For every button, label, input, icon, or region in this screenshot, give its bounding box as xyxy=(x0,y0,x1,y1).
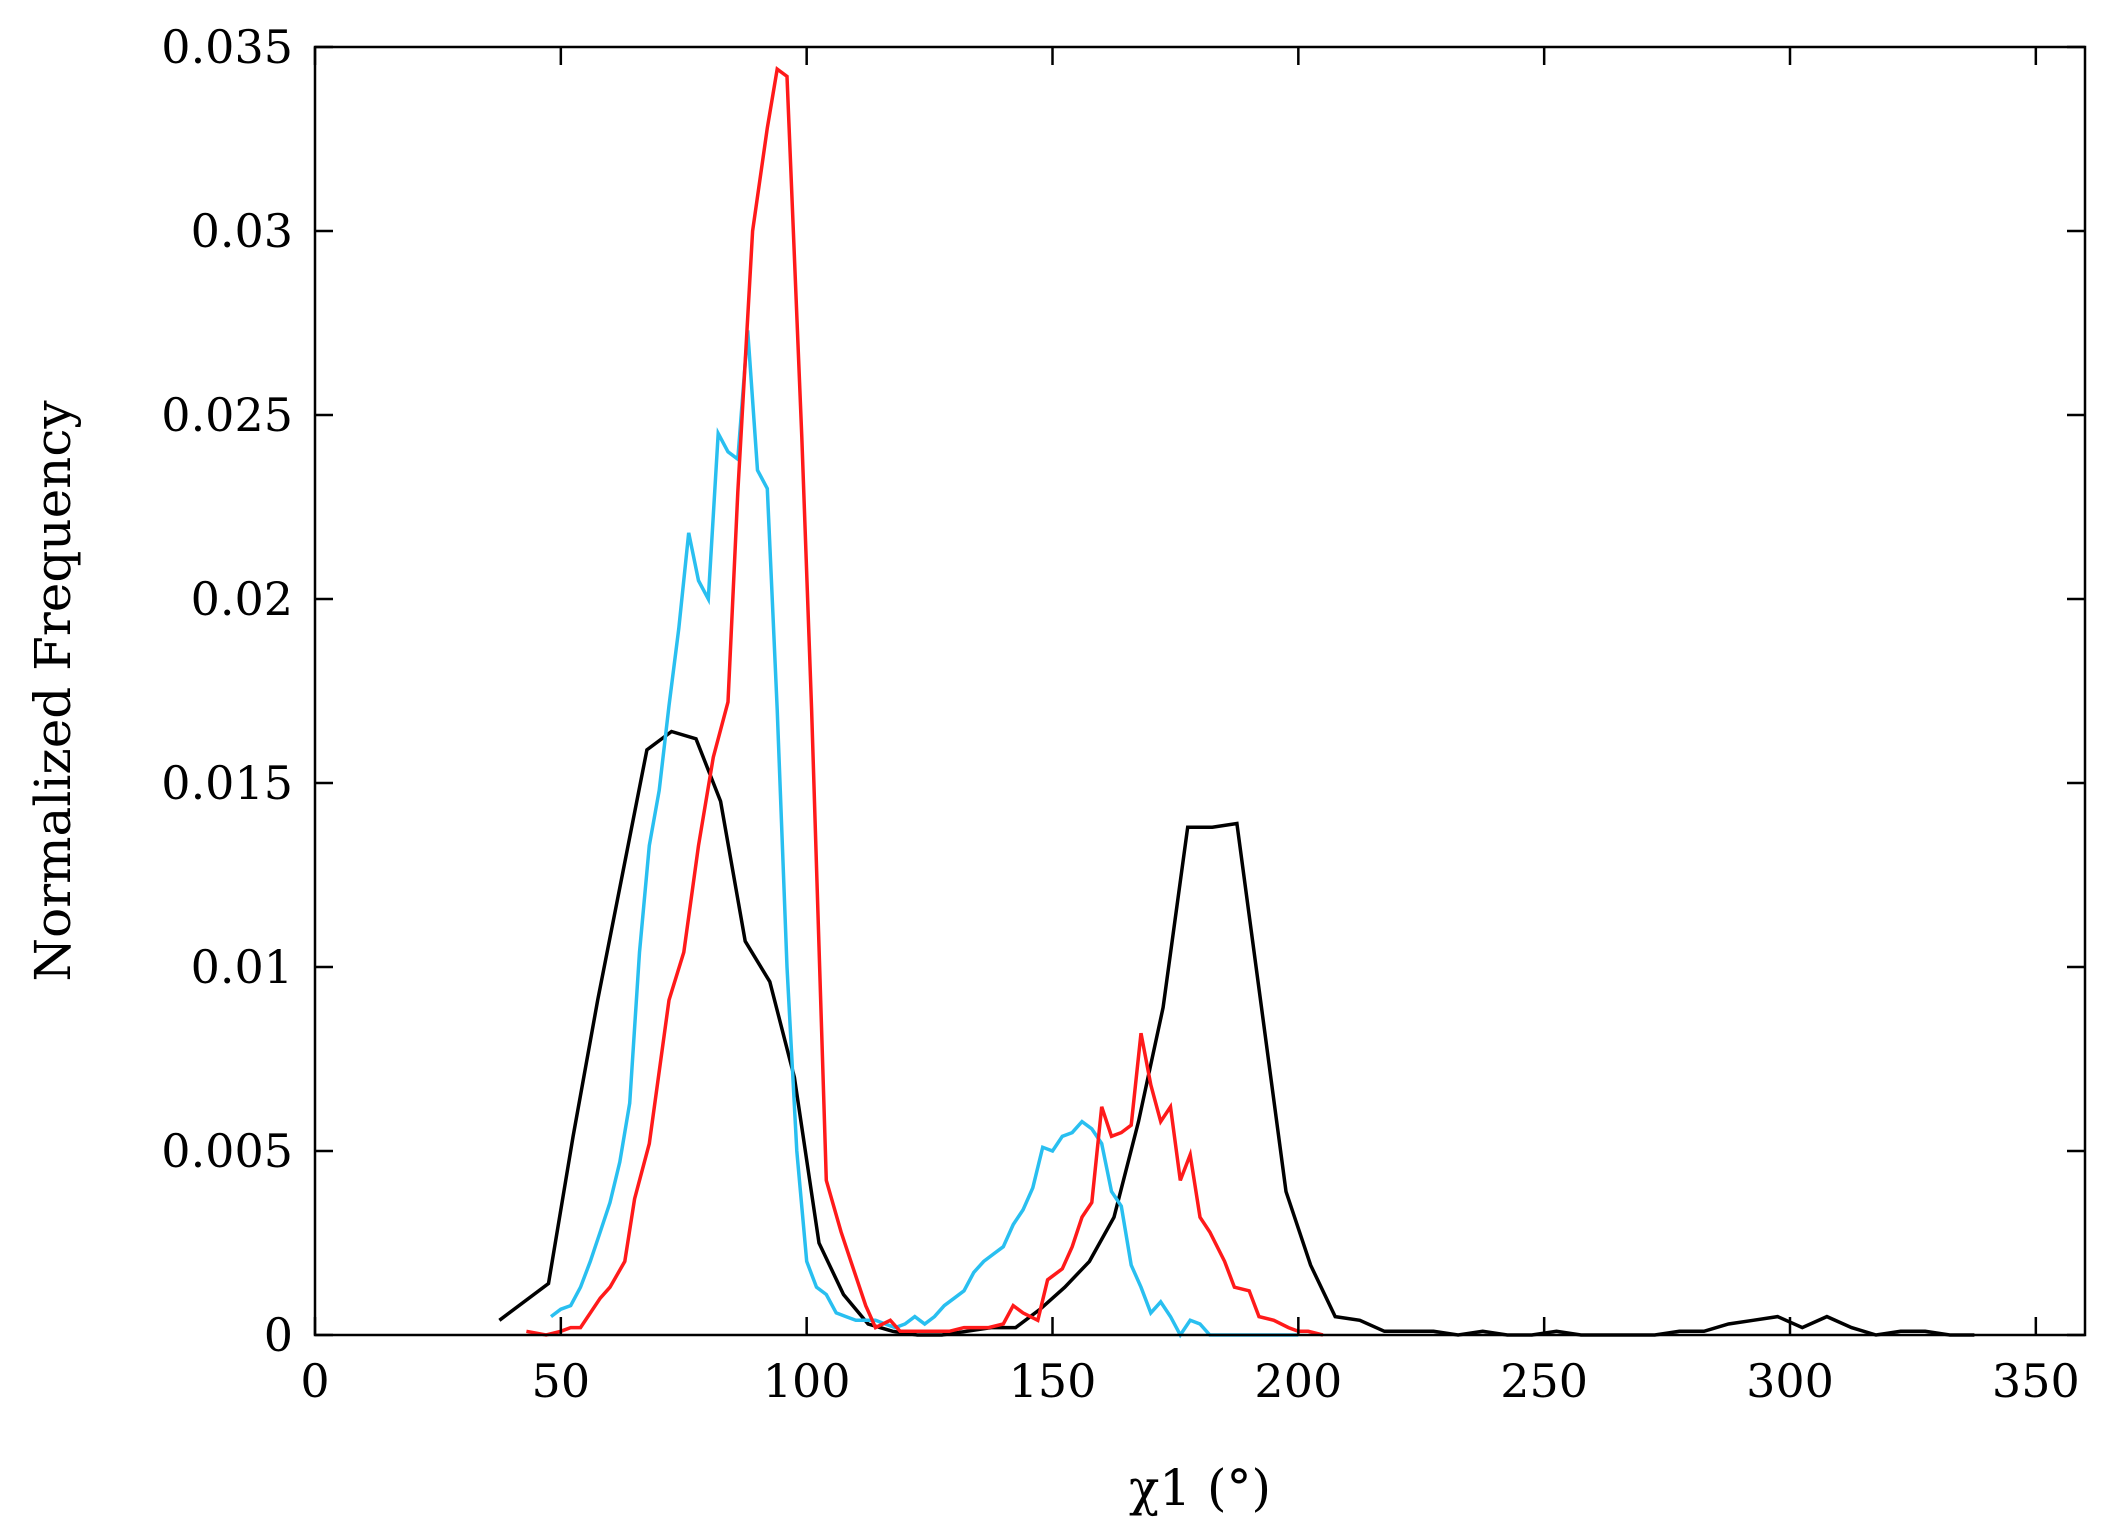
x-tick-label: 350 xyxy=(1992,1354,2080,1408)
x-tick-label: 200 xyxy=(1254,1354,1342,1408)
x-tick-label: 50 xyxy=(532,1354,591,1408)
y-axis-title: Normalized Frequency xyxy=(24,400,82,982)
y-tick-label: 0.035 xyxy=(161,20,293,74)
x-tick-label: 300 xyxy=(1746,1354,1834,1408)
y-tick-label: 0.02 xyxy=(191,572,293,626)
y-tick-label: 0.015 xyxy=(161,756,293,810)
x-tick-label: 250 xyxy=(1500,1354,1588,1408)
y-tick-label: 0.03 xyxy=(191,204,293,258)
x-axis-title: χ1 (°) xyxy=(1129,1459,1271,1517)
plot-frame xyxy=(313,45,2087,1337)
ticks-layer xyxy=(313,45,2085,1337)
series-line-2 xyxy=(549,330,1299,1339)
x-tick-label: 100 xyxy=(763,1354,851,1408)
x-tick-label: 0 xyxy=(300,1354,329,1408)
y-tick-label: 0.01 xyxy=(191,940,293,994)
series-line-1 xyxy=(498,729,1975,1337)
y-tick-label: 0 xyxy=(264,1308,293,1362)
tick-labels-layer: 0 50 100 150 200 250 300 350 0 0.005 0.01 0.015 0.02… xyxy=(161,20,2079,1408)
series-layer xyxy=(498,65,1975,1339)
y-tick-label: 0.005 xyxy=(161,1124,293,1178)
y-tick-label: 0.025 xyxy=(161,388,293,442)
x-tick-label: 150 xyxy=(1009,1354,1097,1408)
series-line-3 xyxy=(526,65,1324,1337)
